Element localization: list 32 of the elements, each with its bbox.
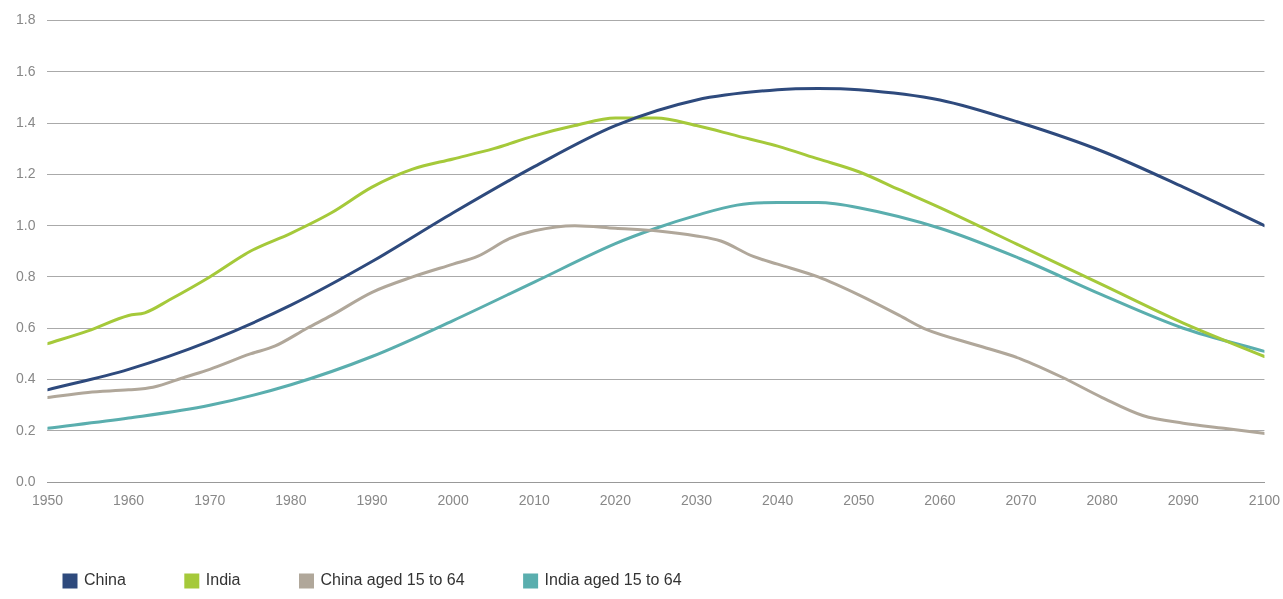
y-tick-label: 1.0 xyxy=(15,216,36,233)
x-tick-label: 2000 xyxy=(437,492,469,509)
y-tick-label: 1.8 xyxy=(15,11,36,28)
y-tick-label: 1.2 xyxy=(15,165,36,182)
x-tick-label: 1970 xyxy=(194,492,226,509)
x-tick-label: 2010 xyxy=(518,492,551,509)
y-tick-label: 1.4 xyxy=(15,113,36,130)
y-tick-label: 0.6 xyxy=(15,319,36,336)
x-tick-label: 1980 xyxy=(275,492,307,509)
x-tick-label: 2020 xyxy=(599,492,632,509)
line-series xyxy=(47,86,1265,392)
x-tick-label: 2050 xyxy=(843,492,875,509)
legend-label: China xyxy=(84,571,126,589)
x-tick-label: 2060 xyxy=(924,492,956,509)
x-tick-label: 2030 xyxy=(680,492,713,509)
x-tick-label: 2100 xyxy=(1248,492,1281,509)
y-tick-label: 0.2 xyxy=(15,421,36,438)
legend-label: India aged 15 to 64 xyxy=(544,571,682,589)
x-tick-label: 1960 xyxy=(113,492,145,509)
line-series xyxy=(47,116,1265,358)
legend-label: India xyxy=(205,571,241,589)
x-tick-label: 1950 xyxy=(31,492,64,509)
y-tick-label: 0.0 xyxy=(15,473,36,490)
x-tick-label: 1990 xyxy=(356,492,388,509)
x-tick-label: 2090 xyxy=(1167,492,1200,509)
y-tick-label: 1.6 xyxy=(15,62,36,79)
y-tick-label: 0.8 xyxy=(15,267,36,284)
x-tick-label: 2080 xyxy=(1086,492,1118,509)
x-tick-label: 2040 xyxy=(762,492,794,509)
y-tick-label: 0.4 xyxy=(15,370,36,387)
x-tick-label: 2070 xyxy=(1005,492,1037,509)
legend-label: China aged 15 to 64 xyxy=(320,571,465,589)
